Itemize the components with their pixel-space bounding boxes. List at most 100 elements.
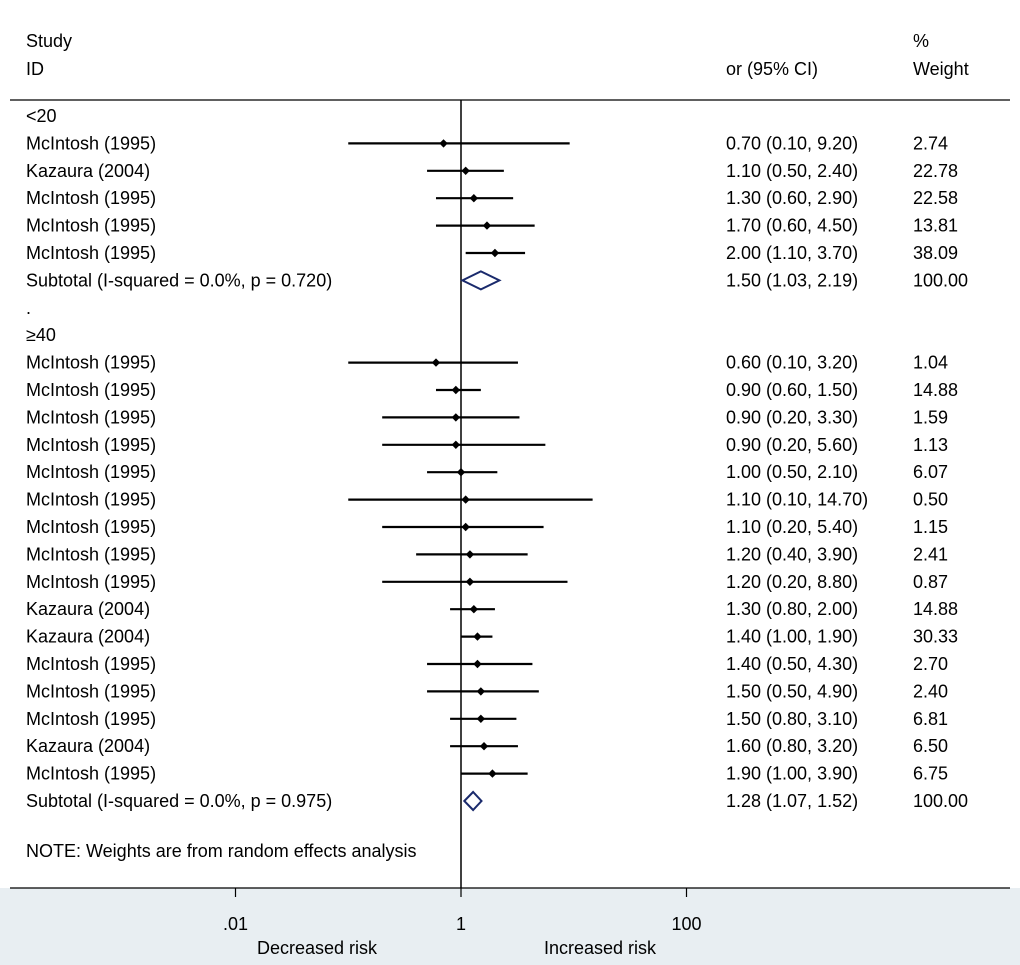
study-label: McIntosh (1995) <box>26 544 156 564</box>
weight-value: 14.88 <box>913 599 958 619</box>
estimate-ci: 1.10 (0.50, 2.40) <box>726 161 858 181</box>
forest-row-7: . <box>26 298 31 318</box>
weight-value: 13.81 <box>913 216 958 236</box>
weight-value: 2.40 <box>913 681 948 701</box>
weight-value: 2.74 <box>913 133 948 153</box>
point-estimate-marker <box>431 358 441 367</box>
study-label: Subtotal (I-squared = 0.0%, p = 0.720) <box>26 270 332 290</box>
estimate-ci: 1.50 (0.80, 3.10) <box>726 709 858 729</box>
weight-value: 1.04 <box>913 353 948 373</box>
subtotal-diamond <box>460 270 502 291</box>
study-label: Kazaura (2004) <box>26 627 150 647</box>
forest-row-19: Kazaura (2004) 1.40 (1.00, 1.90) 30.33 <box>26 627 958 647</box>
forest-row-1: McIntosh (1995) 0.70 (0.10, 9.20) 2.74 <box>26 133 948 153</box>
weight-value: 1.13 <box>913 435 948 455</box>
x-tick-label-1: 1 <box>456 914 466 934</box>
study-label: McIntosh (1995) <box>26 188 156 208</box>
point-estimate-marker <box>473 632 482 641</box>
estimate-ci: 1.70 (0.60, 4.50) <box>726 216 858 236</box>
estimate-ci: 1.30 (0.80, 2.00) <box>726 599 858 619</box>
weight-value: 14.88 <box>913 380 958 400</box>
study-label: McIntosh (1995) <box>26 764 156 784</box>
table-header: Study ID or (95% CI) % Weight <box>26 31 969 79</box>
study-label: Kazaura (2004) <box>26 161 150 181</box>
estimate-ci: 1.90 (1.00, 3.90) <box>726 764 858 784</box>
weight-value: 38.09 <box>913 243 958 263</box>
point-estimate-marker <box>473 659 482 669</box>
forest-row-4: McIntosh (1995) 1.70 (0.60, 4.50) 13.81 <box>26 216 958 236</box>
estimate-ci: 1.10 (0.10, 14.70) <box>726 490 868 510</box>
forest-row-9: McIntosh (1995) 0.60 (0.10, 3.20) 1.04 <box>26 353 948 373</box>
estimate-ci: 0.60 (0.10, 3.20) <box>726 353 858 373</box>
weight-value: 1.15 <box>913 517 948 537</box>
point-estimate-marker <box>482 221 492 230</box>
forest-row-24: McIntosh (1995) 1.90 (1.00, 3.90) 6.75 <box>26 764 948 784</box>
forest-row-18: Kazaura (2004) 1.30 (0.80, 2.00) 14.88 <box>26 599 958 619</box>
study-label: McIntosh (1995) <box>26 462 156 482</box>
point-estimate-marker <box>465 577 475 586</box>
point-estimate-marker <box>488 769 497 778</box>
weights-note: NOTE: Weights are from random effects an… <box>26 841 416 861</box>
estimate-ci: 1.28 (1.07, 1.52) <box>726 791 858 811</box>
axis-label-decreased: Decreased risk <box>257 938 378 958</box>
estimate-ci: 1.40 (0.50, 4.30) <box>726 654 858 674</box>
point-estimate-marker <box>476 687 486 696</box>
forest-row-14: McIntosh (1995) 1.10 (0.10, 14.70) 0.50 <box>26 490 948 510</box>
study-label: McIntosh (1995) <box>26 490 156 510</box>
study-label: McIntosh (1995) <box>26 216 156 236</box>
estimate-ci: 1.50 (1.03, 2.19) <box>726 270 858 290</box>
forest-row-5: McIntosh (1995) 2.00 (1.10, 3.70) 38.09 <box>26 243 958 263</box>
estimate-ci: 1.20 (0.20, 8.80) <box>726 572 858 592</box>
forest-row-8: ≥40 <box>26 325 56 345</box>
forest-row-25: Subtotal (I-squared = 0.0%, p = 0.975) 1.… <box>26 790 968 812</box>
point-estimate-marker <box>465 550 475 559</box>
study-label: McIntosh (1995) <box>26 407 156 427</box>
weight-value: 100.00 <box>913 791 968 811</box>
point-estimate-marker <box>439 139 448 148</box>
estimate-ci: 1.20 (0.40, 3.90) <box>726 544 858 564</box>
estimate-ci: 1.50 (0.50, 4.90) <box>726 681 858 701</box>
weight-value: 0.50 <box>913 490 948 510</box>
point-estimate-marker <box>461 166 470 175</box>
estimate-ci: 1.10 (0.20, 5.40) <box>726 517 858 537</box>
point-estimate-marker <box>469 605 479 614</box>
forest-row-17: McIntosh (1995) 1.20 (0.20, 8.80) 0.87 <box>26 572 948 592</box>
weight-value: 2.41 <box>913 544 948 564</box>
group-label: <20 <box>26 106 57 126</box>
x-axis: .01 1 100 <box>223 888 702 934</box>
study-label: McIntosh (1995) <box>26 353 156 373</box>
weight-value: 22.58 <box>913 188 958 208</box>
forest-row-23: Kazaura (2004) 1.60 (0.80, 3.20) 6.50 <box>26 736 948 756</box>
study-label: McIntosh (1995) <box>26 435 156 455</box>
study-label: Kazaura (2004) <box>26 599 150 619</box>
study-label: McIntosh (1995) <box>26 572 156 592</box>
study-label: McIntosh (1995) <box>26 709 156 729</box>
weight-value: 0.87 <box>913 572 948 592</box>
x-tick-label-2: 100 <box>671 914 701 934</box>
point-estimate-marker <box>451 385 461 395</box>
group-label: ≥40 <box>26 325 56 345</box>
point-estimate-marker <box>469 194 479 203</box>
weight-value: 2.70 <box>913 654 948 674</box>
point-estimate-marker <box>479 742 489 751</box>
study-label: Subtotal (I-squared = 0.0%, p = 0.975) <box>26 791 332 811</box>
weight-value: 1.59 <box>913 407 948 427</box>
study-label: McIntosh (1995) <box>26 654 156 674</box>
x-tick-label-0: .01 <box>223 914 248 934</box>
estimate-ci: 0.90 (0.20, 3.30) <box>726 407 858 427</box>
header-estimate: or (95% CI) <box>726 59 818 79</box>
estimate-ci: 1.60 (0.80, 3.20) <box>726 736 858 756</box>
point-estimate-marker <box>461 495 470 504</box>
weight-value: 100.00 <box>913 270 968 290</box>
weight-value: 6.75 <box>913 764 948 784</box>
estimate-ci: 1.30 (0.60, 2.90) <box>726 188 858 208</box>
header-percent: % <box>913 31 929 51</box>
estimate-ci: 0.90 (0.20, 5.60) <box>726 435 858 455</box>
group-label: . <box>26 298 31 318</box>
point-estimate-marker <box>456 468 466 477</box>
point-estimate-marker <box>476 714 486 723</box>
forest-row-16: McIntosh (1995) 1.20 (0.40, 3.90) 2.41 <box>26 544 948 564</box>
axis-band <box>0 888 1020 965</box>
weight-value: 6.81 <box>913 709 948 729</box>
